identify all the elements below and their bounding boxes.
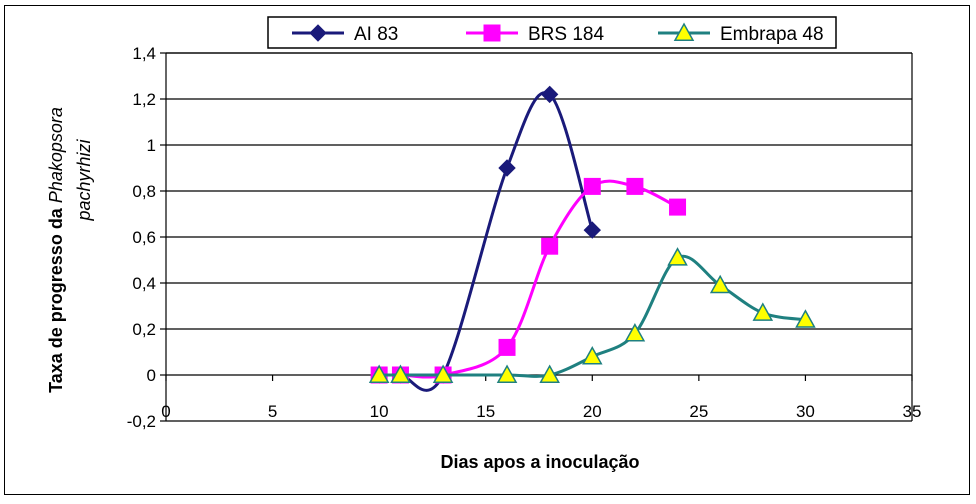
data-point	[432, 364, 454, 383]
y-tick-label: 1	[147, 136, 156, 155]
data-point	[498, 159, 516, 177]
data-point	[539, 364, 560, 383]
legend-entry: BRS 184	[466, 24, 604, 45]
data-point	[667, 247, 688, 266]
y-tick-label: 0,6	[132, 228, 156, 247]
x-tick-label: 25	[689, 402, 708, 421]
legend-label: AI 83	[354, 24, 398, 45]
x-tick-label: 15	[476, 402, 495, 421]
legend-box	[267, 16, 837, 49]
x-tick-label: 35	[903, 402, 922, 421]
data-point	[498, 338, 516, 356]
data-point	[752, 302, 774, 321]
data-point	[496, 364, 518, 383]
x-tick-label: 5	[268, 402, 277, 421]
data-point	[583, 177, 601, 195]
legend-label: BRS 184	[528, 24, 604, 45]
y-axis-title-species: Phakopsora	[46, 107, 66, 203]
y-tick-label: 0,2	[132, 320, 156, 339]
svg-text:Taxa de progresso da Phakopsor: Taxa de progresso da Phakopsora	[46, 107, 66, 393]
series-2	[370, 177, 687, 384]
legend-entry: AI 83	[292, 24, 398, 45]
data-point	[541, 237, 559, 255]
legend-marker	[673, 22, 695, 41]
series-line	[379, 179, 679, 379]
y-axis-title: Taxa de progresso da Phakopsora pachyrhi…	[46, 107, 94, 393]
data-point	[582, 346, 603, 365]
y-tick-label: 1,4	[132, 44, 156, 63]
data-point	[669, 198, 687, 216]
y-axis-title-prefix: Taxa de progresso da	[46, 203, 66, 393]
series-layer	[368, 85, 816, 392]
x-axis-title: Dias apos a inoculação	[440, 452, 639, 472]
data-point	[795, 309, 816, 328]
legend-marker	[309, 24, 327, 42]
legend-marker	[483, 24, 501, 42]
y-tick-label: 0	[147, 366, 156, 385]
x-tick-label: 20	[583, 402, 602, 421]
data-point	[624, 323, 646, 342]
x-tick-label: 30	[796, 402, 815, 421]
data-point	[626, 177, 644, 195]
x-tick-label: 0	[161, 402, 170, 421]
data-point	[368, 364, 390, 383]
legend-label: Embrapa 48	[720, 24, 824, 45]
series-1	[370, 85, 601, 392]
y-tick-labels: -0,2 0 0,2 0,4 0,6 0,8 1 1,2 1,4	[127, 44, 156, 431]
y-tick-label: 1,2	[132, 90, 156, 109]
y-axis-title-species-2: pachyrhizi	[74, 138, 94, 221]
data-point	[390, 364, 411, 383]
x-tick-label: 10	[370, 402, 389, 421]
legend-entry: Embrapa 48	[658, 22, 824, 45]
data-point	[709, 274, 731, 294]
data-point	[540, 85, 559, 104]
series-line	[379, 91, 594, 392]
x-tick-labels: 0 5 10 15 20 25 30 35	[161, 402, 921, 421]
chart-frame	[4, 5, 970, 495]
y-tick-label: -0,2	[127, 412, 156, 431]
y-tick-label: 0,8	[132, 182, 156, 201]
data-point	[583, 221, 601, 239]
legend: AI 83 BRS 184 Embrapa 48	[267, 16, 837, 49]
series-3	[368, 247, 816, 383]
y-tick-label: 0,4	[132, 274, 156, 293]
